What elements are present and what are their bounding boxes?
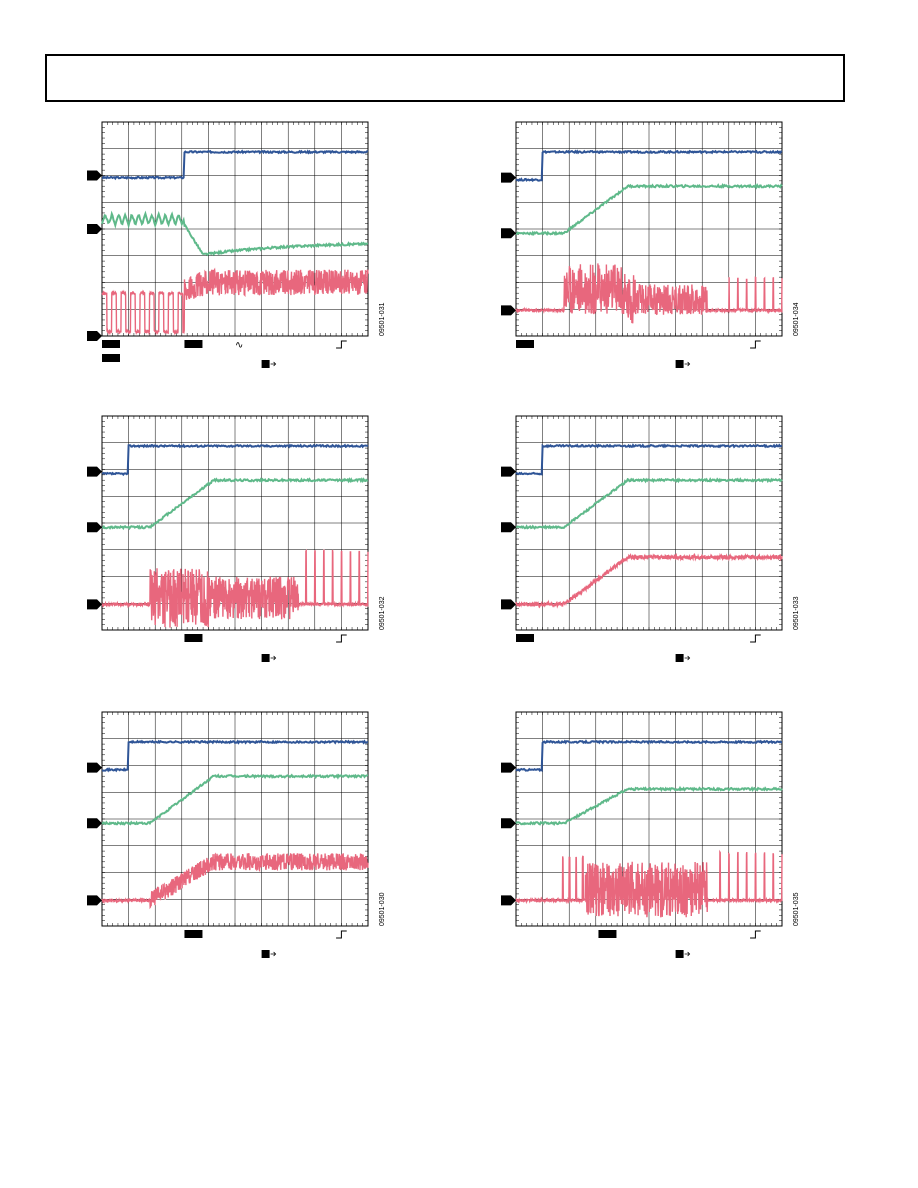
trace-channel-3 xyxy=(515,552,783,609)
trigger-arrow-icon xyxy=(684,361,691,367)
coupling-icon: ∿ xyxy=(235,340,243,351)
channel-marker-2 xyxy=(87,522,102,533)
trigger-position-icon xyxy=(675,950,684,958)
channel-marker-2 xyxy=(87,224,102,234)
measurement-badge xyxy=(184,634,203,642)
scope-figure: 09501-030 xyxy=(86,708,396,970)
trigger-arrow-icon xyxy=(270,361,277,367)
scope-figure: ∿ 09501-031 xyxy=(86,118,396,380)
trace-channel-1 xyxy=(101,739,368,773)
channel-marker-1 xyxy=(87,170,102,181)
scope-plot: 09501-030 xyxy=(87,711,386,958)
trace-channel-2 xyxy=(101,210,369,257)
channel-marker-3 xyxy=(87,599,102,610)
measurement-badge xyxy=(598,930,617,938)
measurement-badge xyxy=(516,634,534,642)
trace-channel-1 xyxy=(102,443,369,477)
measurement-badge xyxy=(102,340,120,348)
trigger-arrow-icon xyxy=(270,655,277,661)
channel-marker-3 xyxy=(87,895,102,906)
scope-figure: 09501-034 xyxy=(500,118,810,380)
scope-figure: 09501-035 xyxy=(500,708,810,970)
trace-channel-1 xyxy=(515,149,783,183)
channel-marker-3 xyxy=(501,895,516,906)
channel-marker-1 xyxy=(501,762,516,773)
trigger-position-icon xyxy=(675,654,684,662)
trace-channel-1 xyxy=(101,149,369,181)
trace-channel-2 xyxy=(516,182,783,237)
scope-grid xyxy=(515,415,783,631)
channel-marker-2 xyxy=(501,522,516,533)
trigger-arrow-icon xyxy=(684,655,691,661)
channel-marker-1 xyxy=(87,762,102,773)
channel-marker-3 xyxy=(87,331,102,341)
trace-channel-1 xyxy=(515,443,783,476)
trigger-arrow-icon xyxy=(270,951,277,957)
figure-id: 09501-035 xyxy=(793,892,800,926)
trace-channel-2 xyxy=(101,773,369,826)
trace-channel-1 xyxy=(515,739,782,773)
figure-id: 09501-030 xyxy=(379,892,386,926)
trigger-position-icon xyxy=(261,654,270,662)
scope-plot: 09501-034 xyxy=(501,121,800,368)
scope-plot: 09501-035 xyxy=(501,711,800,958)
scope-grid xyxy=(101,121,369,337)
trigger-position-icon xyxy=(261,360,270,368)
trace-channel-2 xyxy=(515,477,783,530)
scope-plot: 09501-033 xyxy=(501,415,800,662)
trace-channel-3 xyxy=(101,549,369,628)
scope-figure: 09501-033 xyxy=(500,412,810,674)
page-header-box xyxy=(45,54,845,102)
figure-id: 09501-034 xyxy=(793,302,800,336)
scope-grid xyxy=(515,711,783,927)
trace-channel-3 xyxy=(515,263,783,324)
channel-marker-2 xyxy=(501,228,516,239)
channel-marker-2 xyxy=(501,818,516,829)
measurement-badge xyxy=(102,354,120,362)
trigger-position-icon xyxy=(675,360,684,368)
channel-marker-1 xyxy=(501,172,516,183)
measurement-badge xyxy=(516,340,534,348)
channel-marker-2 xyxy=(87,818,102,829)
channel-marker-1 xyxy=(87,466,102,477)
scope-plot: ∿ 09501-031 xyxy=(87,121,386,368)
figure-id: 09501-032 xyxy=(379,596,386,630)
trace-channel-3 xyxy=(101,267,369,336)
trigger-edge-icon xyxy=(750,930,761,939)
measurement-badge xyxy=(184,340,203,348)
trigger-edge-icon xyxy=(336,340,347,349)
trace-channel-3 xyxy=(515,849,783,918)
measurement-badge xyxy=(184,930,203,938)
trigger-edge-icon xyxy=(336,634,347,643)
trigger-arrow-icon xyxy=(684,951,691,957)
figure-id: 09501-031 xyxy=(379,302,386,336)
scope-figure: 09501-032 xyxy=(86,412,396,674)
trigger-position-icon xyxy=(261,950,270,958)
channel-marker-3 xyxy=(501,599,516,610)
scope-plot: 09501-032 xyxy=(87,415,386,662)
trace-channel-3 xyxy=(101,852,369,910)
trigger-edge-icon xyxy=(750,634,761,643)
figure-id: 09501-033 xyxy=(793,596,800,630)
trigger-edge-icon xyxy=(336,930,347,939)
channel-marker-1 xyxy=(501,466,516,477)
channel-marker-3 xyxy=(501,305,516,316)
trace-channel-2 xyxy=(101,477,369,531)
trace-channel-2 xyxy=(515,785,783,827)
trigger-edge-icon xyxy=(750,340,761,349)
